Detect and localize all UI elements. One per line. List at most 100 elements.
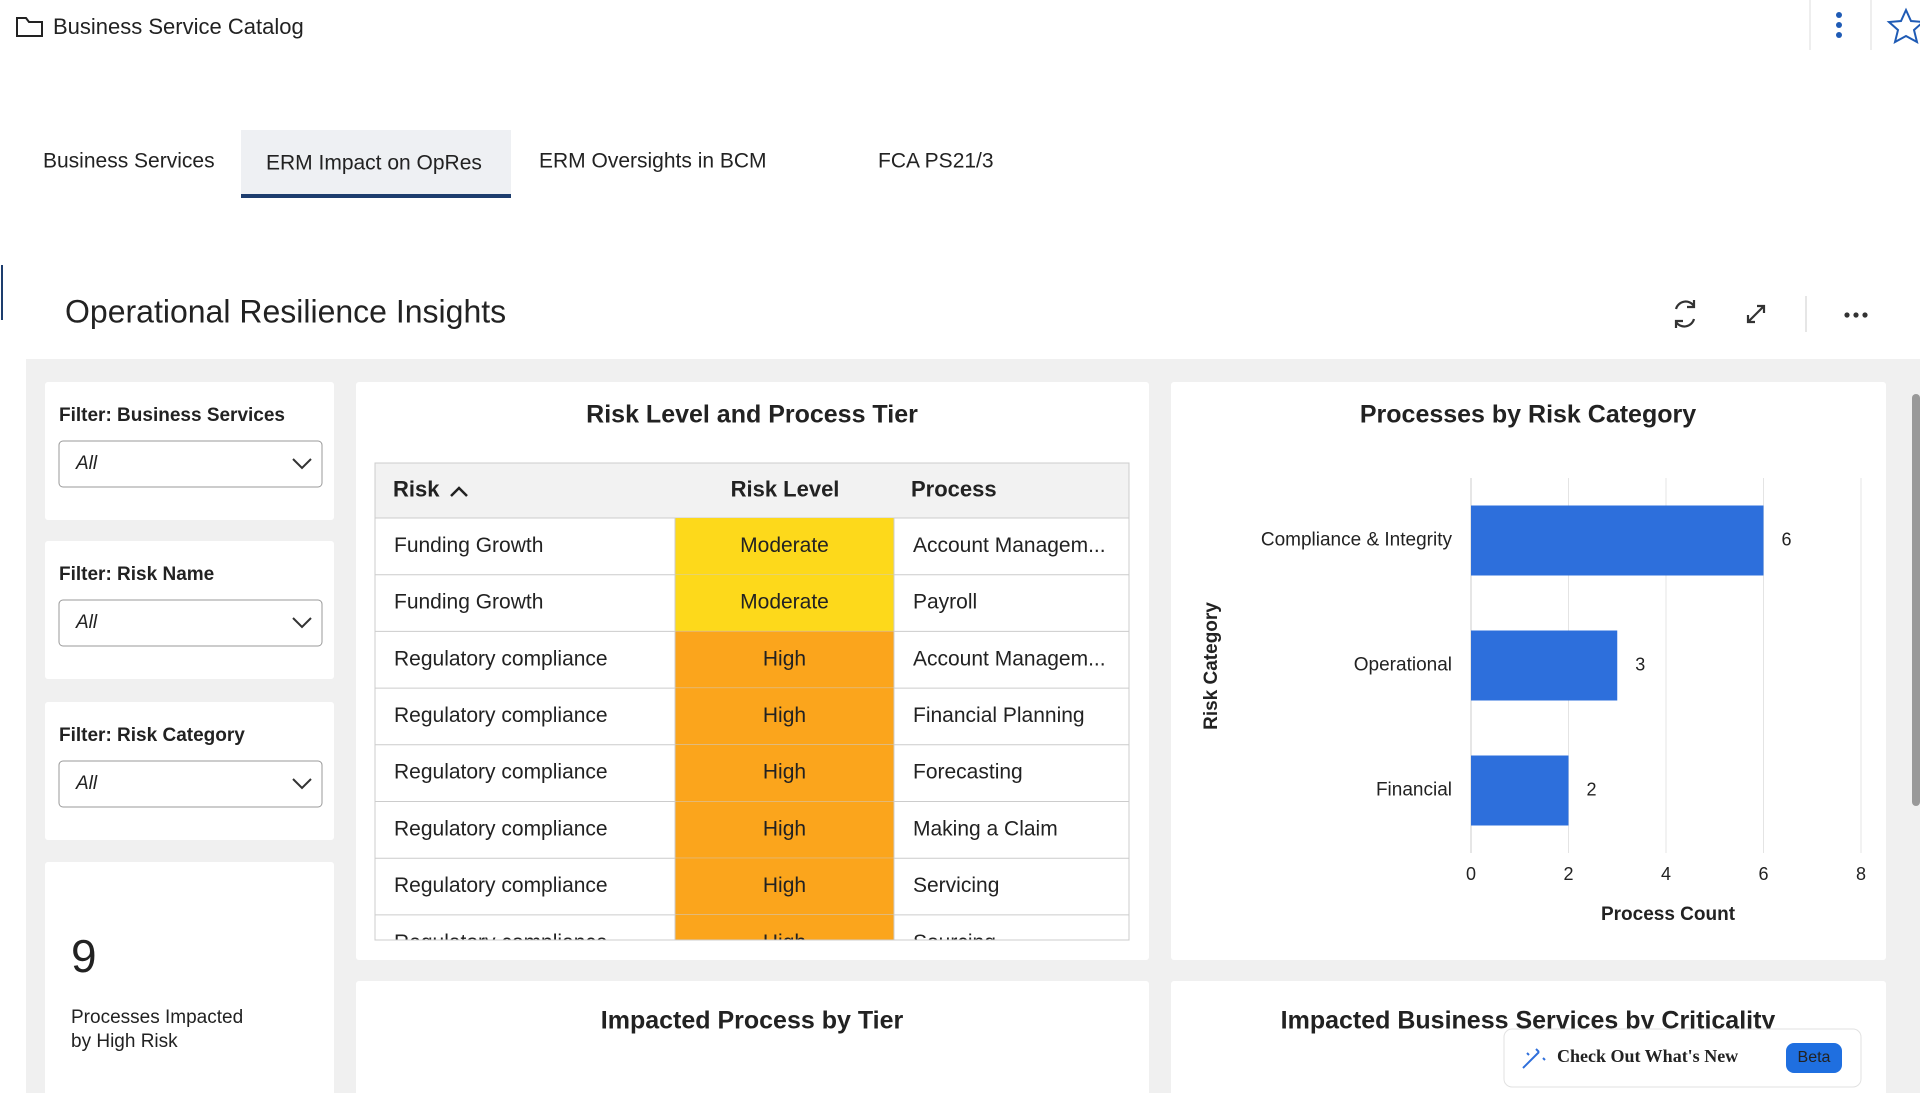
filter-column: Filter: Business Services All Filter: Risk…	[45, 382, 334, 840]
table-cell: High	[763, 761, 806, 784]
x-tick-label: 8	[1856, 864, 1866, 884]
table-cell: Regulatory compliance	[394, 761, 608, 784]
banner-text[interactable]: Check Out What's New	[1557, 1046, 1738, 1066]
table-cell: High	[763, 704, 806, 727]
risk-level-cell	[675, 744, 894, 802]
table-cell: Servicing	[913, 874, 999, 897]
table-cell: Financial Planning	[913, 704, 1085, 727]
filter-value: All	[75, 612, 98, 633]
table-cell: Regulatory compliance	[394, 874, 608, 897]
beta-badge	[1786, 1043, 1842, 1073]
risk-level-cell	[675, 688, 894, 745]
risk-level-cell	[675, 801, 894, 859]
table-cell: High	[763, 647, 806, 670]
whats-new-banner[interactable]	[1503, 1028, 1862, 1088]
table-header-bg	[375, 463, 1129, 518]
table-cell: Regulatory compliance	[394, 704, 608, 727]
risk-level-cell	[675, 858, 894, 915]
filter-label: Filter: Risk Name	[59, 564, 214, 585]
dropdown-arrow	[292, 617, 312, 629]
table-cell: Regulatory compliance	[394, 647, 608, 670]
risk-level-cell	[675, 914, 894, 940]
column-header[interactable]: Risk	[393, 476, 440, 501]
scrollbar[interactable]	[1912, 394, 1920, 806]
kpi-label: Processes Impacted	[71, 1007, 243, 1028]
x-axis-label: Process Count	[1601, 904, 1736, 925]
table-cell: Forecasting	[913, 761, 1023, 784]
filter-select[interactable]	[58, 440, 323, 488]
table-cell: Moderate	[740, 534, 829, 557]
bar-chart: Processes by Risk Category 0 2 4 6 8 Complianc…	[1201, 401, 1866, 925]
column-header[interactable]: Process	[911, 476, 997, 501]
table-cell: Account Managem...	[913, 647, 1106, 670]
tab-bar: Business Services ERM Impact on OpRes ERM …	[43, 130, 994, 198]
table-cell: Funding Growth	[394, 591, 543, 614]
refresh-icon[interactable]	[1674, 300, 1696, 328]
risk-table: Risk Risk Level Process Funding Growth Moder…	[375, 463, 1129, 954]
tab[interactable]: FCA PS21/3	[878, 150, 994, 173]
y-tick-label: Financial	[1376, 780, 1452, 801]
x-tick-label: 2	[1563, 864, 1573, 884]
risk-level-cell	[675, 518, 894, 575]
filter-label: Filter: Risk Category	[59, 725, 245, 746]
tab[interactable]: ERM Oversights in BCM	[539, 150, 767, 173]
app-title: Business Service Catalog	[53, 14, 304, 39]
kebab-menu[interactable]	[1836, 12, 1842, 38]
y-tick-label: Operational	[1354, 655, 1452, 676]
active-tab-bg	[241, 130, 511, 198]
filter-select[interactable]	[58, 599, 323, 647]
dropdown-arrow	[292, 778, 312, 790]
kpi-value: 9	[71, 930, 97, 982]
tab[interactable]: ERM Impact on OpRes	[266, 152, 482, 175]
panel-card	[356, 981, 1149, 1093]
table-cell: Sourcing	[913, 931, 996, 954]
active-tab-underline	[241, 194, 511, 198]
expand-icon[interactable]	[1746, 304, 1766, 324]
table-cell: Payroll	[913, 591, 977, 614]
filter-value: All	[75, 773, 98, 794]
panel-title: Impacted Process by Tier	[601, 1007, 904, 1035]
table-cell: High	[763, 874, 806, 897]
risk-level-cell	[675, 631, 894, 689]
table-cell: High	[763, 931, 806, 954]
table-cell: High	[763, 817, 806, 840]
y-tick-label: Compliance & Integrity	[1261, 530, 1453, 551]
value-label: 2	[1587, 779, 1597, 799]
x-tick-label: 0	[1466, 864, 1476, 884]
value-label: 6	[1782, 529, 1792, 549]
table-cell: Regulatory compliance	[394, 817, 608, 840]
filter-value: All	[75, 453, 98, 474]
bar	[1471, 755, 1569, 826]
beta-label: Beta	[1798, 1049, 1831, 1066]
bar	[1471, 505, 1764, 576]
kpi-card	[45, 862, 334, 1093]
table-cell: Account Managem...	[913, 534, 1106, 557]
favorite-star[interactable]	[1886, 7, 1920, 44]
sort-caret	[450, 486, 468, 497]
table-border	[374, 462, 1130, 941]
dropdown-arrow	[292, 458, 312, 470]
filter-select[interactable]	[58, 760, 323, 808]
more-icon[interactable]	[1844, 312, 1868, 318]
folder-icon	[16, 17, 43, 37]
magic-icon	[1522, 1048, 1546, 1069]
bar	[1471, 630, 1618, 701]
value-label: 3	[1635, 654, 1645, 674]
table-cell: Funding Growth	[394, 534, 543, 557]
column-header[interactable]: Risk Level	[731, 476, 840, 501]
kpi-label: by High Risk	[71, 1031, 178, 1052]
tab[interactable]: Business Services	[43, 150, 215, 173]
table-title: Risk Level and Process Tier	[586, 401, 918, 429]
y-axis-label: Risk Category	[1201, 602, 1222, 730]
table-cell: Moderate	[740, 591, 829, 614]
table-cell: Regulatory compliance	[394, 931, 608, 954]
x-tick-label: 4	[1661, 864, 1671, 884]
filter-label: Filter: Business Services	[59, 405, 285, 426]
risk-level-cell	[675, 574, 894, 632]
x-tick-label: 6	[1758, 864, 1768, 884]
dashboard-title: Operational Resilience Insights	[65, 293, 506, 329]
table-cell: Making a Claim	[913, 817, 1058, 840]
chart-title: Processes by Risk Category	[1360, 401, 1696, 429]
